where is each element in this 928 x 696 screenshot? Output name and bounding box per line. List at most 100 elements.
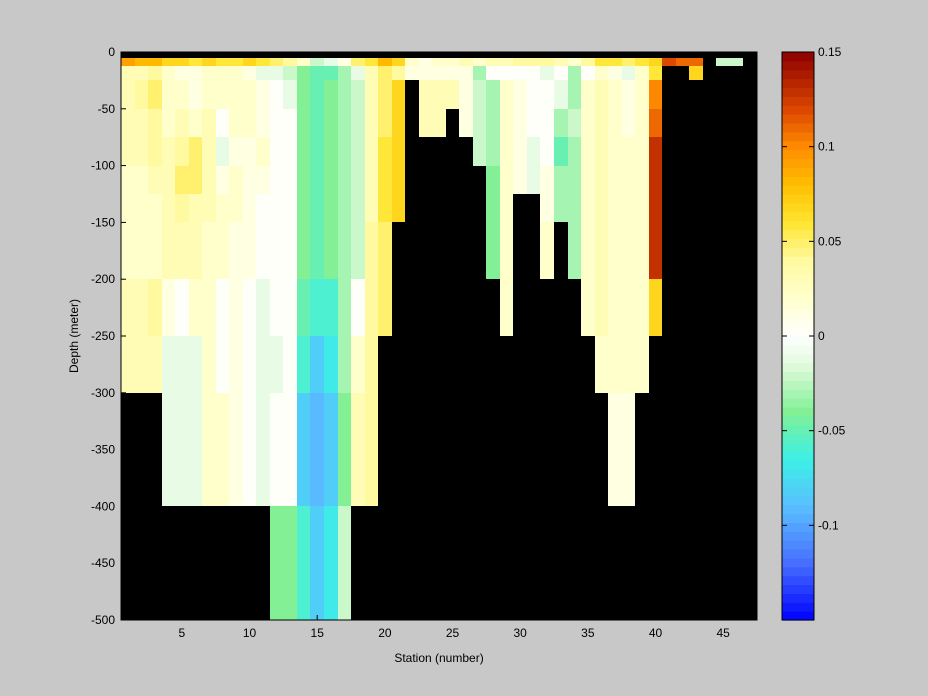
colorbar-level	[782, 131, 814, 142]
colorbar-level	[782, 566, 814, 577]
heatmap-cell	[540, 66, 554, 80]
heatmap-cell	[135, 137, 148, 166]
heatmap-cell	[135, 80, 148, 109]
colorbar-level	[782, 557, 814, 568]
heatmap-cell	[365, 109, 378, 137]
heatmap-cell	[256, 166, 270, 194]
colorbar-level	[782, 371, 814, 381]
heatmap-cell	[581, 137, 595, 166]
heatmap-cell	[392, 166, 405, 194]
heatmap-cell	[243, 393, 256, 506]
heatmap-cell	[229, 222, 243, 279]
heatmap-cell	[473, 109, 486, 137]
colorbar-level	[782, 282, 814, 293]
heatmap-cell	[243, 194, 256, 222]
heatmap-cell	[202, 222, 216, 279]
heatmap-cell	[229, 279, 243, 336]
heatmap-cell	[527, 80, 540, 109]
heatmap-cell	[540, 58, 554, 66]
heatmap-cell	[676, 58, 689, 66]
heatmap-cell	[365, 166, 378, 194]
surface-band	[121, 52, 757, 58]
heatmap-cell	[148, 279, 162, 336]
heatmap-cell	[392, 137, 405, 166]
heatmap-cell	[378, 222, 392, 279]
heatmap-cell	[581, 166, 595, 194]
heatmap-cell	[256, 80, 270, 109]
heatmap-cell	[202, 137, 216, 166]
y-tick-label: -500	[91, 613, 115, 627]
heatmap-cell	[500, 166, 513, 194]
heatmap-cell	[229, 58, 243, 66]
heatmap-cell	[148, 66, 162, 80]
heatmap-cell	[459, 66, 473, 80]
heatmap-cell	[622, 393, 635, 506]
heatmap-cell	[202, 109, 216, 137]
colorbar-level	[782, 96, 814, 106]
heatmap-cell	[581, 194, 595, 222]
heatmap-cell	[419, 80, 432, 109]
heatmap-cell	[229, 194, 243, 222]
x-tick-label: 30	[514, 626, 528, 640]
heatmap-cell	[554, 109, 568, 137]
heatmap-cell	[635, 80, 649, 109]
heatmap-cell	[283, 222, 297, 279]
heatmap-cell	[135, 109, 148, 137]
heatmap-cell	[121, 109, 135, 137]
heatmap-cell	[622, 336, 635, 393]
colorbar-level	[782, 140, 814, 151]
colorbar-level	[782, 185, 814, 195]
heatmap-cell	[365, 194, 378, 222]
heatmap-cell	[568, 137, 581, 166]
colorbar-level	[782, 194, 814, 204]
heatmap-cell	[649, 66, 662, 80]
heatmap-cell	[513, 66, 527, 80]
heatmap-cell	[189, 222, 202, 279]
colorbar-level	[782, 584, 814, 594]
heatmap-cell	[175, 393, 189, 506]
heatmap-cell	[338, 393, 351, 506]
heatmap-cell	[527, 58, 540, 66]
heatmap-cell	[595, 194, 608, 222]
x-tick-label: 5	[179, 626, 186, 640]
heatmap-cell	[351, 137, 365, 166]
y-tick-label: -200	[91, 272, 115, 286]
colorbar-level	[782, 460, 814, 470]
colorbar-level	[782, 202, 814, 213]
y-tick-label: -100	[91, 159, 115, 173]
heatmap-cell	[608, 166, 622, 194]
heatmap-cell	[486, 109, 500, 137]
heatmap-cell	[622, 58, 635, 66]
heatmap-cell	[351, 109, 365, 137]
heatmap-cell	[608, 222, 622, 279]
heatmap-cell	[568, 80, 581, 109]
colorbar-level	[782, 531, 814, 541]
heatmap-cell	[148, 336, 162, 393]
heatmap-cell	[216, 222, 229, 279]
heatmap-cell	[216, 393, 229, 506]
heatmap-cell	[135, 194, 148, 222]
heatmap-cell	[649, 279, 662, 336]
heatmap-cell	[405, 66, 419, 80]
heatmap-cell	[622, 109, 635, 137]
colorbar-level	[782, 451, 814, 461]
heatmap-cell	[365, 80, 378, 109]
heatmap-cell	[202, 393, 216, 506]
heatmap-cell	[513, 58, 527, 66]
colorbar-level	[782, 380, 814, 390]
colorbar-level	[782, 273, 814, 284]
heatmap-cell	[608, 58, 622, 66]
heatmap-cell	[351, 194, 365, 222]
heatmap-cell	[162, 336, 175, 393]
heatmap-cell	[622, 80, 635, 109]
heatmap-cell	[365, 279, 378, 336]
heatmap-cell	[568, 194, 581, 222]
heatmap-cell	[283, 279, 297, 336]
heatmap-cell	[189, 58, 202, 66]
colorbar-level	[782, 167, 814, 177]
heatmap-cell	[568, 66, 581, 80]
colorbar-level	[782, 415, 814, 426]
heatmap-cell	[554, 194, 568, 222]
heatmap-cell	[162, 58, 175, 66]
